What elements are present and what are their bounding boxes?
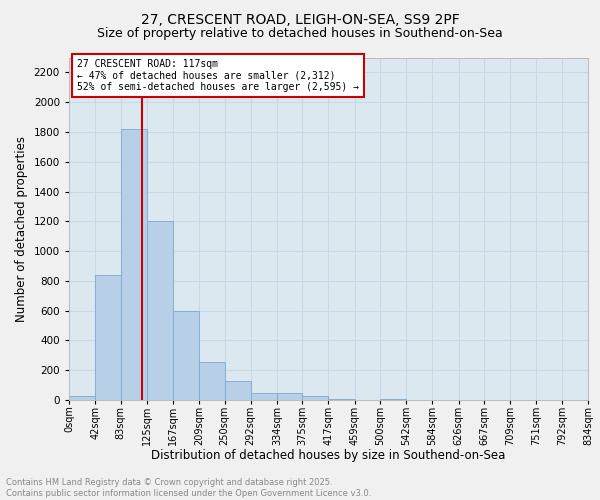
- Text: 27, CRESCENT ROAD, LEIGH-ON-SEA, SS9 2PF: 27, CRESCENT ROAD, LEIGH-ON-SEA, SS9 2PF: [140, 12, 460, 26]
- Bar: [380, 398, 406, 400]
- Bar: [199, 362, 224, 400]
- Bar: [173, 312, 199, 400]
- Bar: [302, 396, 329, 400]
- Bar: [121, 129, 147, 400]
- Text: 27 CRESCENT ROAD: 117sqm
← 47% of detached houses are smaller (2,312)
52% of sem: 27 CRESCENT ROAD: 117sqm ← 47% of detach…: [77, 59, 359, 92]
- Bar: [329, 398, 355, 400]
- X-axis label: Distribution of detached houses by size in Southend-on-Sea: Distribution of detached houses by size …: [151, 449, 506, 462]
- Bar: [147, 222, 173, 400]
- Text: Contains HM Land Registry data © Crown copyright and database right 2025.
Contai: Contains HM Land Registry data © Crown c…: [6, 478, 371, 498]
- Bar: [95, 275, 121, 400]
- Text: Size of property relative to detached houses in Southend-on-Sea: Size of property relative to detached ho…: [97, 28, 503, 40]
- Bar: [251, 392, 277, 400]
- Bar: [69, 396, 95, 400]
- Bar: [277, 394, 302, 400]
- Bar: [224, 382, 251, 400]
- Y-axis label: Number of detached properties: Number of detached properties: [15, 136, 28, 322]
